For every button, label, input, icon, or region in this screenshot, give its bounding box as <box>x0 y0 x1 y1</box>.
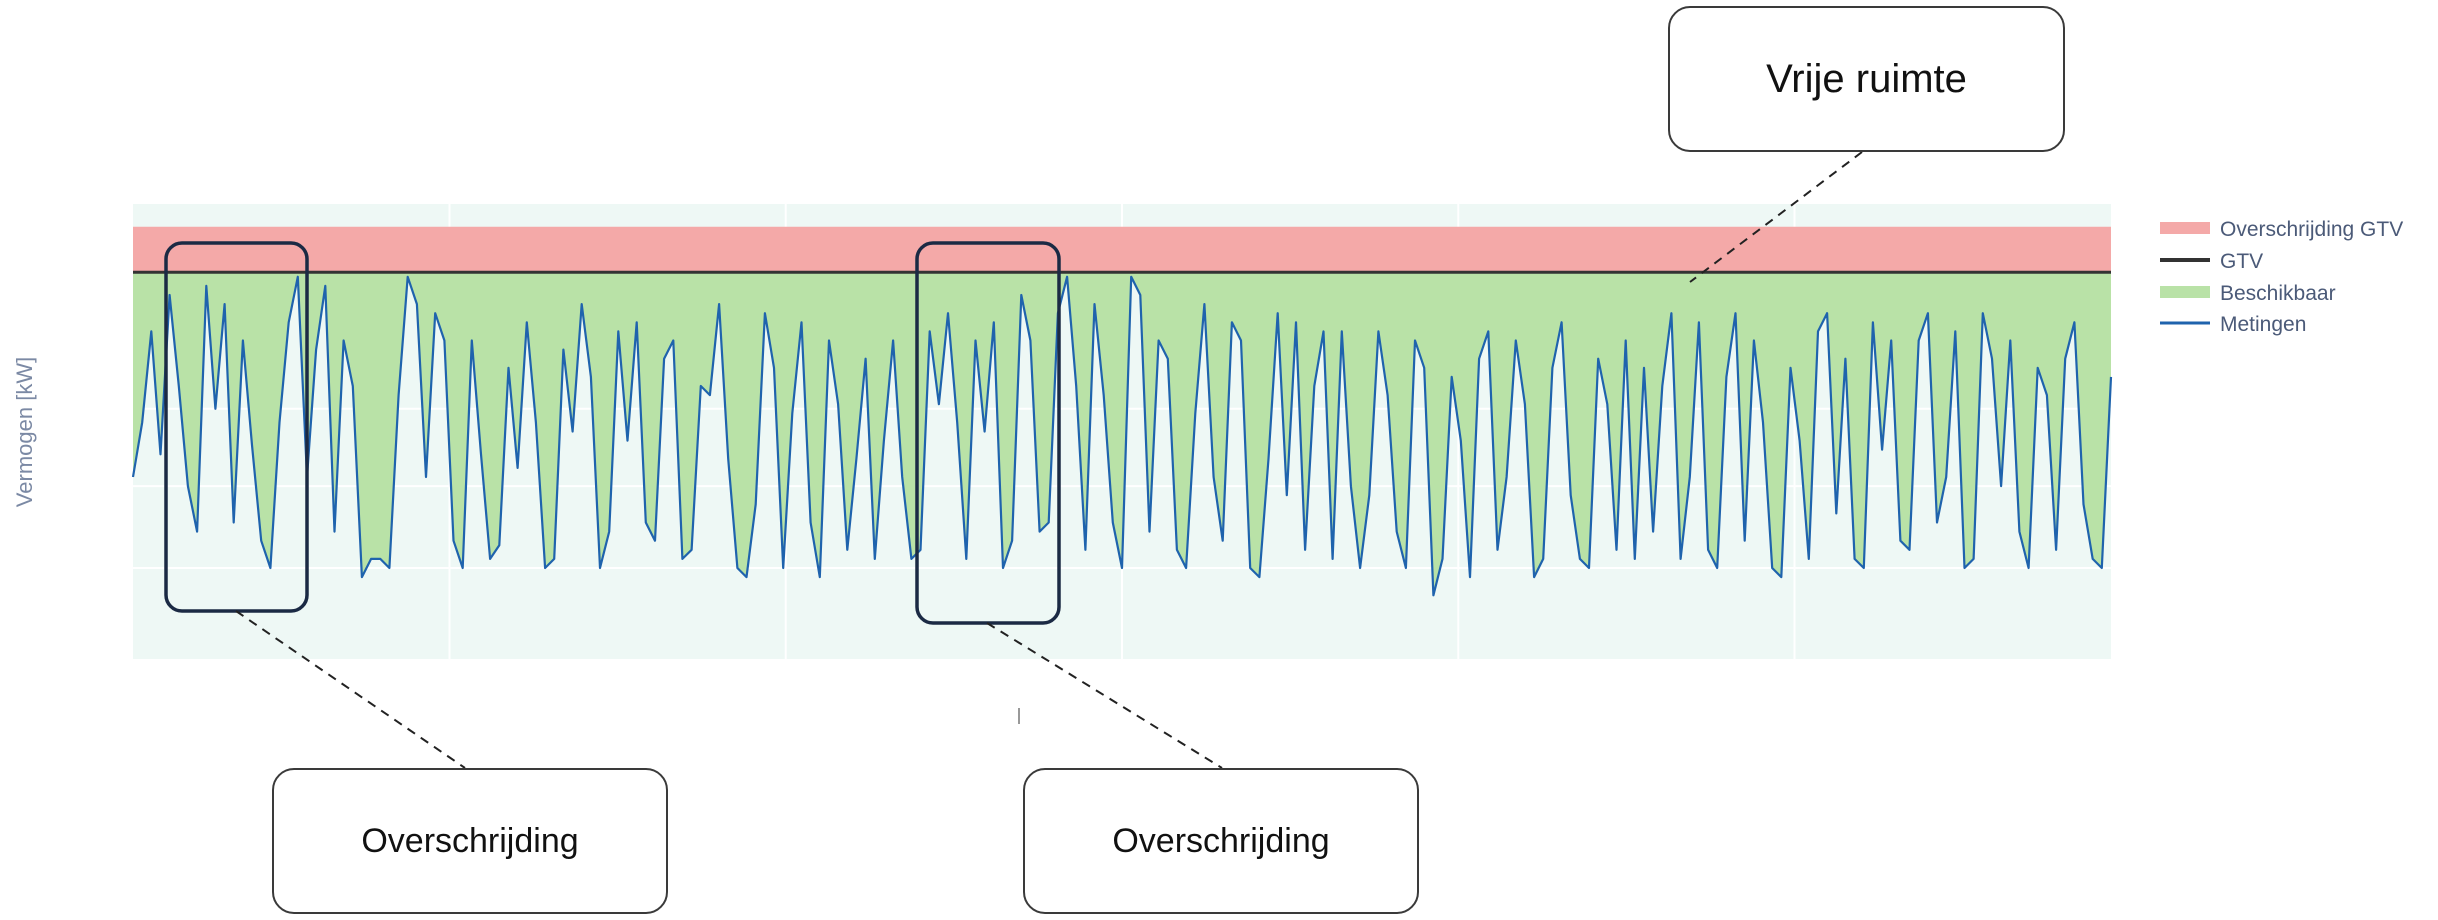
legend-label-overschrijding: Overschrijding GTV <box>2220 218 2403 241</box>
metingen-line <box>131 275 2113 597</box>
overschrijding-band <box>133 226 2111 273</box>
legend-swatch-beschikbaar <box>2160 286 2210 298</box>
callout-overschrijding-1: Overschrijding <box>272 768 668 914</box>
callout-vrije-ruimte: Vrije ruimte <box>1668 6 2065 152</box>
legend-label-beschikbaar: Beschikbaar <box>2220 282 2336 305</box>
callout-overschrijding-1-text: Overschrijding <box>361 821 579 860</box>
callout-overschrijding-2: Overschrijding <box>1023 768 1419 914</box>
leader-overschrijding-2 <box>986 622 1223 769</box>
callout-overschrijding-2-text: Overschrijding <box>1112 821 1330 860</box>
leader-overschrijding-1 <box>235 610 466 769</box>
beschikbaar-area <box>133 272 2111 596</box>
y-axis-title: Vermogen [kW] <box>12 357 37 507</box>
legend: Overschrijding GTV GTV Beschikbaar Metin… <box>2160 218 2403 336</box>
legend-label-gtv: GTV <box>2220 250 2263 273</box>
legend-swatch-overschrijding <box>2160 222 2210 234</box>
callout-vrije-ruimte-text: Vrije ruimte <box>1766 56 1967 101</box>
legend-label-metingen: Metingen <box>2220 313 2306 336</box>
leader-vrije-ruimte <box>1689 151 1863 283</box>
